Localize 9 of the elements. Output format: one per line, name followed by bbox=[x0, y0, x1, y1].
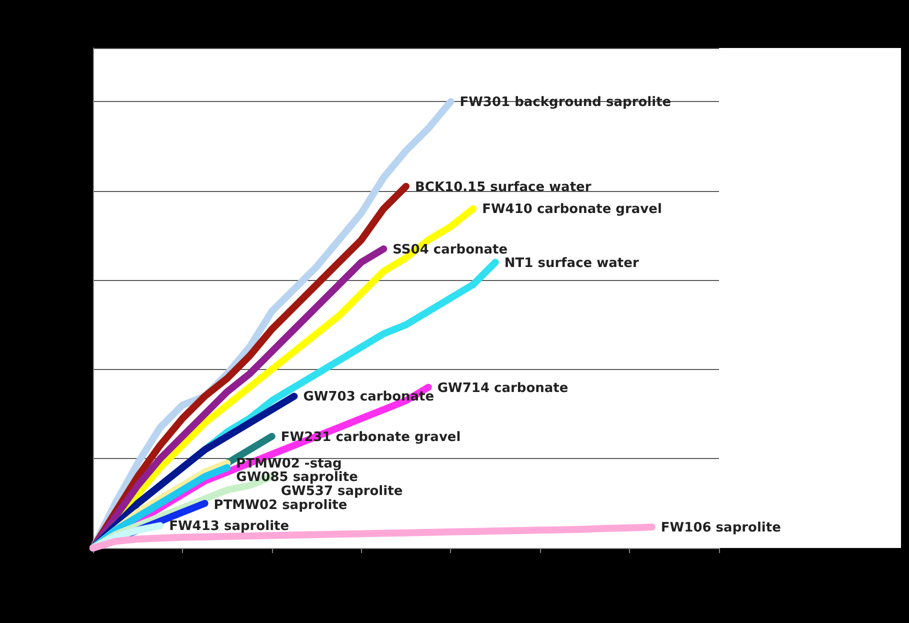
series-label: BCK10.15 surface water bbox=[415, 180, 592, 195]
series-label: PTMW02 saprolite bbox=[214, 498, 348, 513]
series-label: GW085 saprolite bbox=[236, 470, 358, 486]
series-label: FW410 carbonate gravel bbox=[482, 202, 662, 218]
series-label: NT1 surface water bbox=[504, 256, 640, 271]
series-label: GW714 carbonate bbox=[437, 380, 568, 396]
series-label: FW413 saprolite bbox=[169, 519, 290, 534]
series-label: GW537 saprolite bbox=[280, 484, 403, 500]
series-label: FW106 saprolite bbox=[660, 520, 782, 536]
